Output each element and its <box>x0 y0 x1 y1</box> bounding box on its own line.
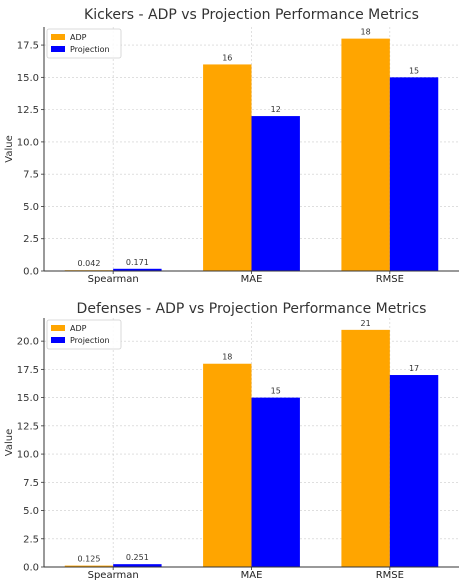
y-tick-label: 15.0 <box>17 73 39 84</box>
legend: ADP Projection <box>46 319 122 350</box>
data-label: 15 <box>271 387 281 396</box>
x-tick-label: Spearman <box>88 274 139 285</box>
data-label: 18 <box>222 353 232 362</box>
y-axis-label: Value <box>4 135 15 162</box>
bar-adp-rmse <box>341 38 390 271</box>
data-label: 18 <box>361 28 371 37</box>
bar-adp-mae <box>203 64 252 272</box>
bar-adp-mae <box>203 363 252 567</box>
x-tick-label: MAE <box>241 570 263 581</box>
legend-swatch-adp <box>51 325 65 331</box>
legend-box <box>46 319 122 350</box>
data-label: 12 <box>271 105 281 114</box>
y-tick-label: 7.5 <box>23 478 39 489</box>
data-label: 0.042 <box>78 259 101 268</box>
bar-adp-spearman <box>64 565 114 567</box>
legend-label-adp: ADP <box>70 324 87 333</box>
y-tick-label: 20.0 <box>17 337 39 348</box>
x-tick-label: RMSE <box>376 274 404 285</box>
data-label: 16 <box>222 53 232 62</box>
y-axis-label: Value <box>4 429 15 456</box>
bar-projection-mae <box>251 116 300 271</box>
legend-swatch-projection <box>51 46 65 52</box>
y-tick-label: 7.5 <box>23 170 39 181</box>
data-label: 0.125 <box>78 555 101 564</box>
bar-projection-rmse <box>389 375 439 567</box>
chart-panel-1: Kickers - ADP vs Projection Performance … <box>4 7 459 285</box>
y-tick-label: 2.5 <box>23 534 39 545</box>
y-tick-label: 12.5 <box>17 421 39 432</box>
bar-projection-rmse <box>389 77 439 271</box>
legend-swatch-adp <box>51 34 65 40</box>
y-tick-label: 0.0 <box>23 563 39 574</box>
y-tick-label: 0.0 <box>23 267 39 278</box>
data-label: 17 <box>409 364 419 373</box>
chart-panel-2: Defenses - ADP vs Projection Performance… <box>4 301 459 581</box>
bar-projection-spearman <box>113 564 162 567</box>
x-tick-label: MAE <box>241 274 263 285</box>
y-tick-label: 17.5 <box>17 365 39 376</box>
data-label: 21 <box>361 319 371 328</box>
legend-label-projection: Projection <box>70 336 110 345</box>
y-tick-label: 15.0 <box>17 393 39 404</box>
legend: ADP Projection <box>46 28 122 59</box>
legend-swatch-projection <box>51 337 65 343</box>
chart-title: Defenses - ADP vs Projection Performance… <box>77 301 427 317</box>
y-tick-label: 5.0 <box>23 506 39 517</box>
legend-label-projection: Projection <box>70 45 110 54</box>
data-label: 15 <box>409 66 419 75</box>
bar-projection-mae <box>251 397 300 567</box>
y-tick-label: 17.5 <box>17 41 39 52</box>
y-tick-label: 12.5 <box>17 105 39 116</box>
chart-title: Kickers - ADP vs Projection Performance … <box>84 7 419 23</box>
bar-adp-rmse <box>341 329 390 567</box>
y-tick-label: 10.0 <box>17 450 39 461</box>
legend-box <box>46 28 122 59</box>
y-tick-label: 5.0 <box>23 202 39 213</box>
y-tick-label: 2.5 <box>23 234 39 245</box>
y-tick-label: 10.0 <box>17 137 39 148</box>
data-label: 0.251 <box>126 553 149 562</box>
x-tick-label: RMSE <box>376 570 404 581</box>
bar-projection-spearman <box>113 268 162 271</box>
legend-label-adp: ADP <box>70 33 87 42</box>
data-label: 0.171 <box>126 258 149 267</box>
x-tick-label: Spearman <box>88 570 139 581</box>
